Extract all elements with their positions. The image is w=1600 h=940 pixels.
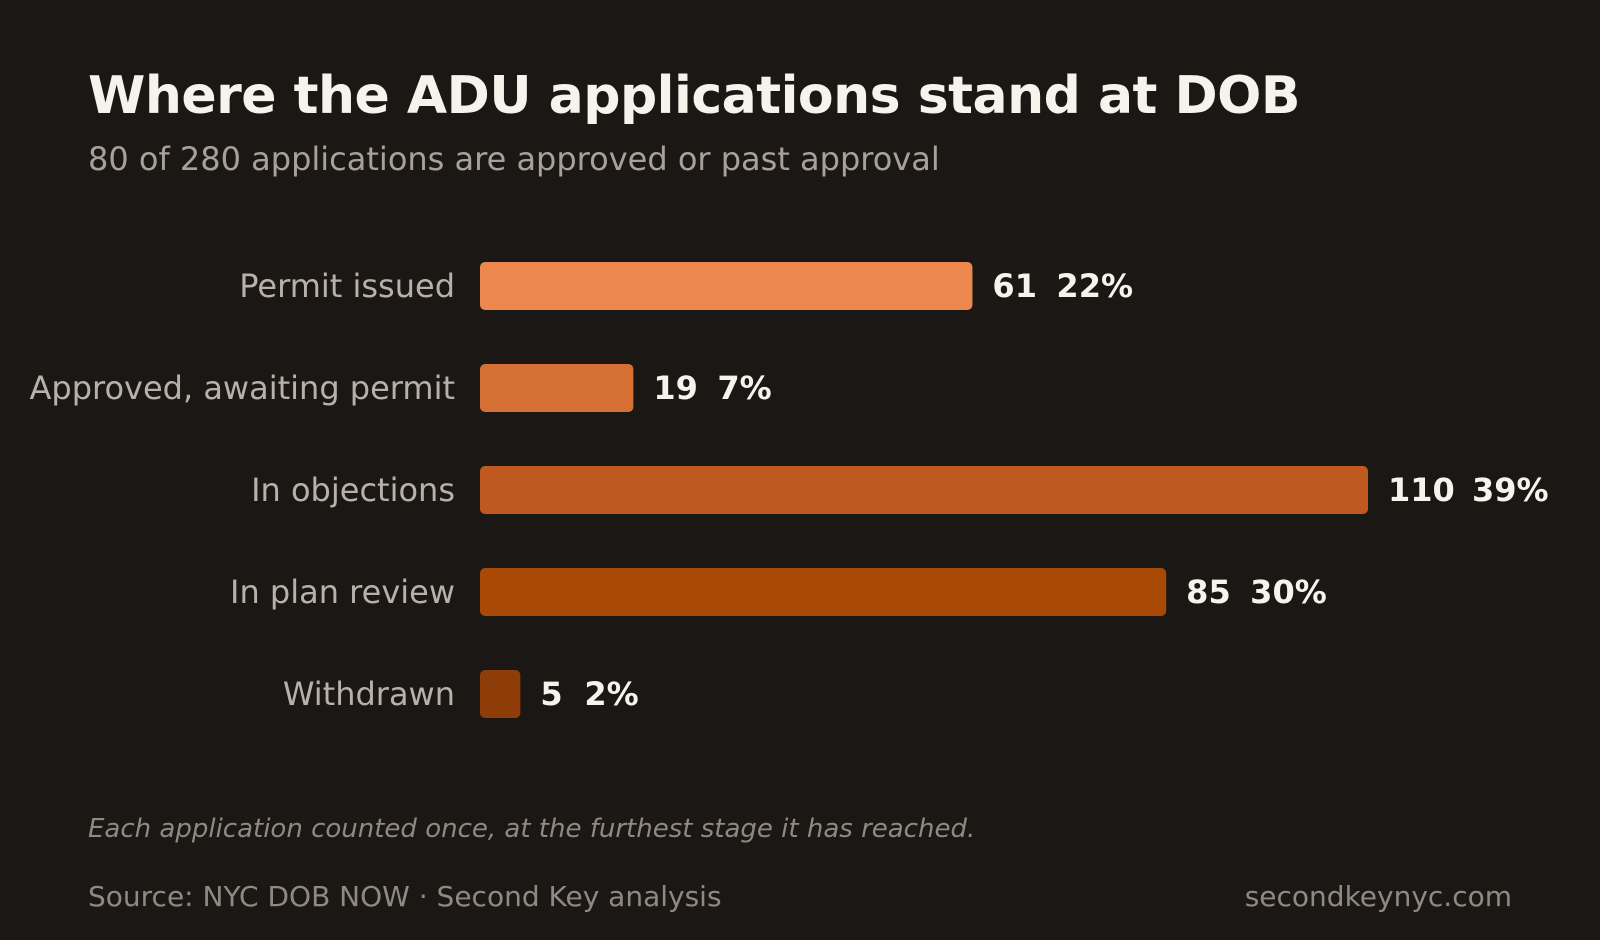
source-credit: Source: NYC DOB NOW · Second Key analysi… [88, 880, 722, 913]
category-label: Permit issued [239, 267, 455, 305]
category-label: In plan review [230, 573, 455, 611]
bar [480, 670, 521, 718]
bar [480, 466, 1368, 514]
bar [480, 364, 634, 412]
value-label: 85 [1186, 573, 1231, 611]
value-label: 5 [540, 675, 562, 713]
chart-title: Where the ADU applications stand at DOB [88, 66, 1301, 126]
percent-label: 2% [584, 675, 638, 713]
chart-footnote: Each application counted once, at the fu… [88, 814, 976, 844]
bar [480, 262, 973, 310]
site-url: secondkeynyc.com [1244, 880, 1512, 913]
percent-label: 39% [1472, 471, 1549, 509]
value-label: 61 [992, 267, 1037, 305]
percent-label: 22% [1056, 267, 1133, 305]
value-label: 110 [1388, 471, 1455, 509]
category-label: Withdrawn [283, 675, 455, 713]
percent-label: 7% [717, 369, 771, 407]
chart-subtitle: 80 of 280 applications are approved or p… [88, 140, 940, 178]
category-label: In objections [251, 471, 455, 509]
value-label: 19 [653, 369, 698, 407]
bar [480, 568, 1167, 616]
category-label: Approved, awaiting permit [29, 369, 455, 407]
percent-label: 30% [1250, 573, 1327, 611]
